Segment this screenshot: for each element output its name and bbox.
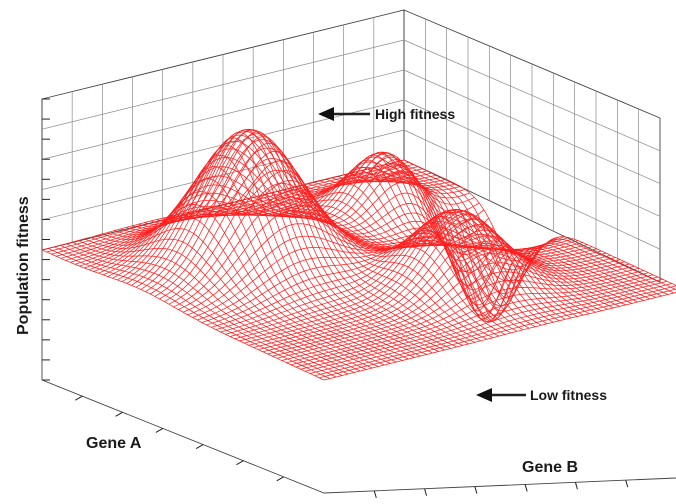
gene-b-tick bbox=[524, 484, 528, 492]
wall-grid-line bbox=[41, 99, 661, 217]
gene-a-tick bbox=[75, 395, 83, 401]
mesh-line-gene-b bbox=[305, 280, 668, 372]
mesh-line-gene-b bbox=[93, 161, 456, 272]
x-axis-label: Gene A bbox=[86, 435, 142, 452]
mesh-line-gene-b bbox=[286, 272, 649, 364]
mesh-line-gene-b bbox=[239, 210, 602, 342]
mesh-line-gene-b bbox=[258, 233, 621, 351]
mesh-line-gene-b bbox=[314, 285, 676, 377]
mesh-line-gene-b bbox=[295, 276, 658, 368]
mesh-line-gene-b bbox=[244, 213, 607, 344]
low-fitness-label: Low fitness bbox=[530, 387, 607, 403]
mesh-line-gene-b bbox=[135, 128, 499, 288]
gene-b-tick bbox=[574, 482, 578, 490]
mesh-line-gene-a bbox=[126, 154, 409, 360]
high-fitness-arrow-icon bbox=[318, 107, 334, 121]
mesh-line-gene-b bbox=[309, 283, 672, 374]
gene-b-tick bbox=[424, 488, 428, 496]
mesh-line-gene-b bbox=[164, 169, 527, 316]
floor-ticks bbox=[75, 395, 629, 498]
mesh-line-gene-b bbox=[168, 182, 532, 307]
mesh-line-gene-b bbox=[281, 270, 644, 361]
wall-grid-line bbox=[41, 39, 661, 152]
gene-b-tick bbox=[373, 490, 377, 498]
high-fitness-label: High fitness bbox=[375, 106, 455, 122]
floor-frame bbox=[41, 379, 676, 494]
high-fitness-annotation: High fitness bbox=[318, 106, 455, 122]
wall-grid-line bbox=[41, 69, 661, 184]
z-axis-ticks bbox=[42, 98, 50, 381]
mesh-line-gene-b bbox=[229, 209, 593, 337]
mesh-line-gene-b bbox=[107, 151, 470, 277]
gene-a-tick bbox=[115, 411, 123, 417]
wall-grid bbox=[41, 17, 661, 272]
mesh-line-gene-b bbox=[178, 210, 541, 310]
mesh-line-gene-b bbox=[319, 288, 676, 379]
mesh-line-gene-b bbox=[291, 274, 654, 366]
fitness-mesh bbox=[41, 128, 676, 381]
mesh-line-gene-b bbox=[262, 243, 625, 353]
mesh-line-gene-b bbox=[88, 167, 452, 271]
gene-a-tick bbox=[236, 460, 244, 466]
low-fitness-annotation: Low fitness bbox=[476, 387, 607, 403]
mesh-line-gene-b bbox=[272, 262, 635, 357]
annotations: High fitness Low fitness bbox=[318, 106, 607, 403]
mesh-line-gene-b bbox=[192, 237, 555, 318]
mesh-line-gene-b bbox=[220, 216, 583, 333]
mesh-line-gene-a bbox=[349, 172, 632, 304]
mesh-line-gene-b bbox=[126, 134, 489, 284]
mesh-line-gene-b bbox=[253, 225, 616, 348]
mesh-line-gene-b bbox=[173, 196, 536, 308]
low-fitness-arrow-icon bbox=[476, 388, 492, 402]
mesh-line-gene-b bbox=[182, 223, 546, 313]
mesh-line-gene-b bbox=[117, 148, 480, 281]
wall-grid-line bbox=[41, 129, 661, 250]
mesh-line-gene-b bbox=[323, 292, 676, 381]
mesh-line-gene-b bbox=[60, 168, 423, 259]
mesh-line-gene-b bbox=[131, 130, 494, 286]
z-axis-label: Population fitness bbox=[15, 196, 32, 335]
gene-a-tick bbox=[195, 444, 204, 450]
mesh-line-gene-b bbox=[225, 212, 588, 335]
mesh-line-gene-b bbox=[234, 208, 597, 340]
mesh-line-gene-b bbox=[145, 133, 508, 306]
mesh-line-gene-b bbox=[41, 159, 405, 251]
mesh-line-gene-b bbox=[276, 267, 640, 359]
gene-a-tick bbox=[276, 476, 284, 482]
gene-b-tick bbox=[625, 480, 629, 488]
gene-b-tick bbox=[474, 486, 478, 494]
mesh-line-gene-b bbox=[300, 278, 663, 370]
mesh-line-gene-b bbox=[102, 153, 466, 276]
gene-a-tick bbox=[155, 427, 164, 433]
mesh-line-gene-b bbox=[267, 252, 630, 355]
y-axis-label: Gene B bbox=[522, 459, 578, 476]
mesh-line-gene-b bbox=[248, 218, 611, 346]
